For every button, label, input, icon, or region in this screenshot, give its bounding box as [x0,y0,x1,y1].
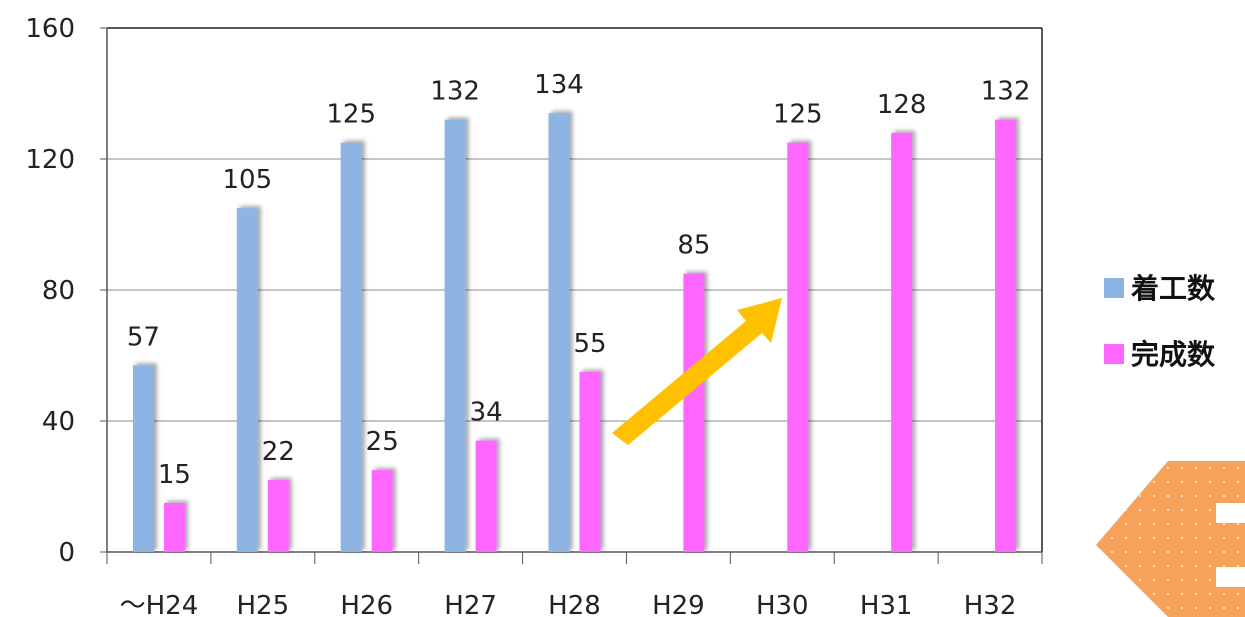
bar [579,371,601,552]
axes: 0 40 80 120 160 〜H24 H25 H26 H27 H28 H29 H30 H31 H32 [25,14,1043,617]
bar [787,142,809,552]
bar [267,479,289,552]
data-label: 85 [677,231,710,261]
y-tick-label: 40 [42,407,75,437]
trend-arrow-icon [612,298,782,445]
bar [683,273,705,552]
data-label: 128 [877,90,927,120]
orange-arrow-logo-icon [1096,461,1245,617]
x-tick-label: H29 [652,591,705,617]
bar [163,502,185,552]
data-label: 25 [366,427,399,457]
data-label: 125 [326,100,376,130]
x-tick-label: H30 [756,591,809,617]
legend-swatch [1104,344,1124,364]
y-tick-label: 120 [25,145,75,175]
bar [891,132,913,553]
decoration-logo [1096,461,1245,617]
annotations [612,298,782,445]
legend-swatch [1104,278,1124,298]
legend-label: 着工数 [1130,272,1216,305]
y-tick-label: 80 [42,276,75,306]
bar [548,113,570,553]
x-tick-label: H32 [964,591,1017,617]
bar [444,119,466,552]
x-tick-label: 〜H24 [120,591,199,617]
logo-white-stroke-top [1216,503,1245,523]
data-label: 134 [534,70,584,100]
bar [132,365,154,552]
bar [475,440,497,552]
x-tick-label: H26 [340,591,393,617]
data-label: 57 [127,322,160,352]
bars [132,113,1017,553]
x-tick-label: H28 [548,591,601,617]
data-labels: 57 105 125 132 134 15 22 25 34 55 85 125 128 132 [127,70,1030,490]
data-label: 55 [573,329,606,359]
data-label: 132 [981,77,1031,107]
data-label: 15 [158,460,191,490]
bar [340,142,362,552]
x-tick-label: H27 [444,591,497,617]
logo-white-stroke-bottom [1216,567,1245,587]
y-tick-label: 160 [25,14,75,44]
bar [236,208,258,552]
bar [995,119,1017,552]
legend-label: 完成数 [1131,338,1216,371]
bar [371,470,393,552]
data-label: 132 [430,77,480,107]
data-label: 105 [223,165,273,195]
data-label: 34 [470,398,503,428]
data-label: 22 [262,437,295,467]
x-tick-label: H25 [237,591,290,617]
y-tick-label: 0 [58,538,75,568]
x-tick-label: H31 [860,591,913,617]
data-label: 125 [773,100,823,130]
